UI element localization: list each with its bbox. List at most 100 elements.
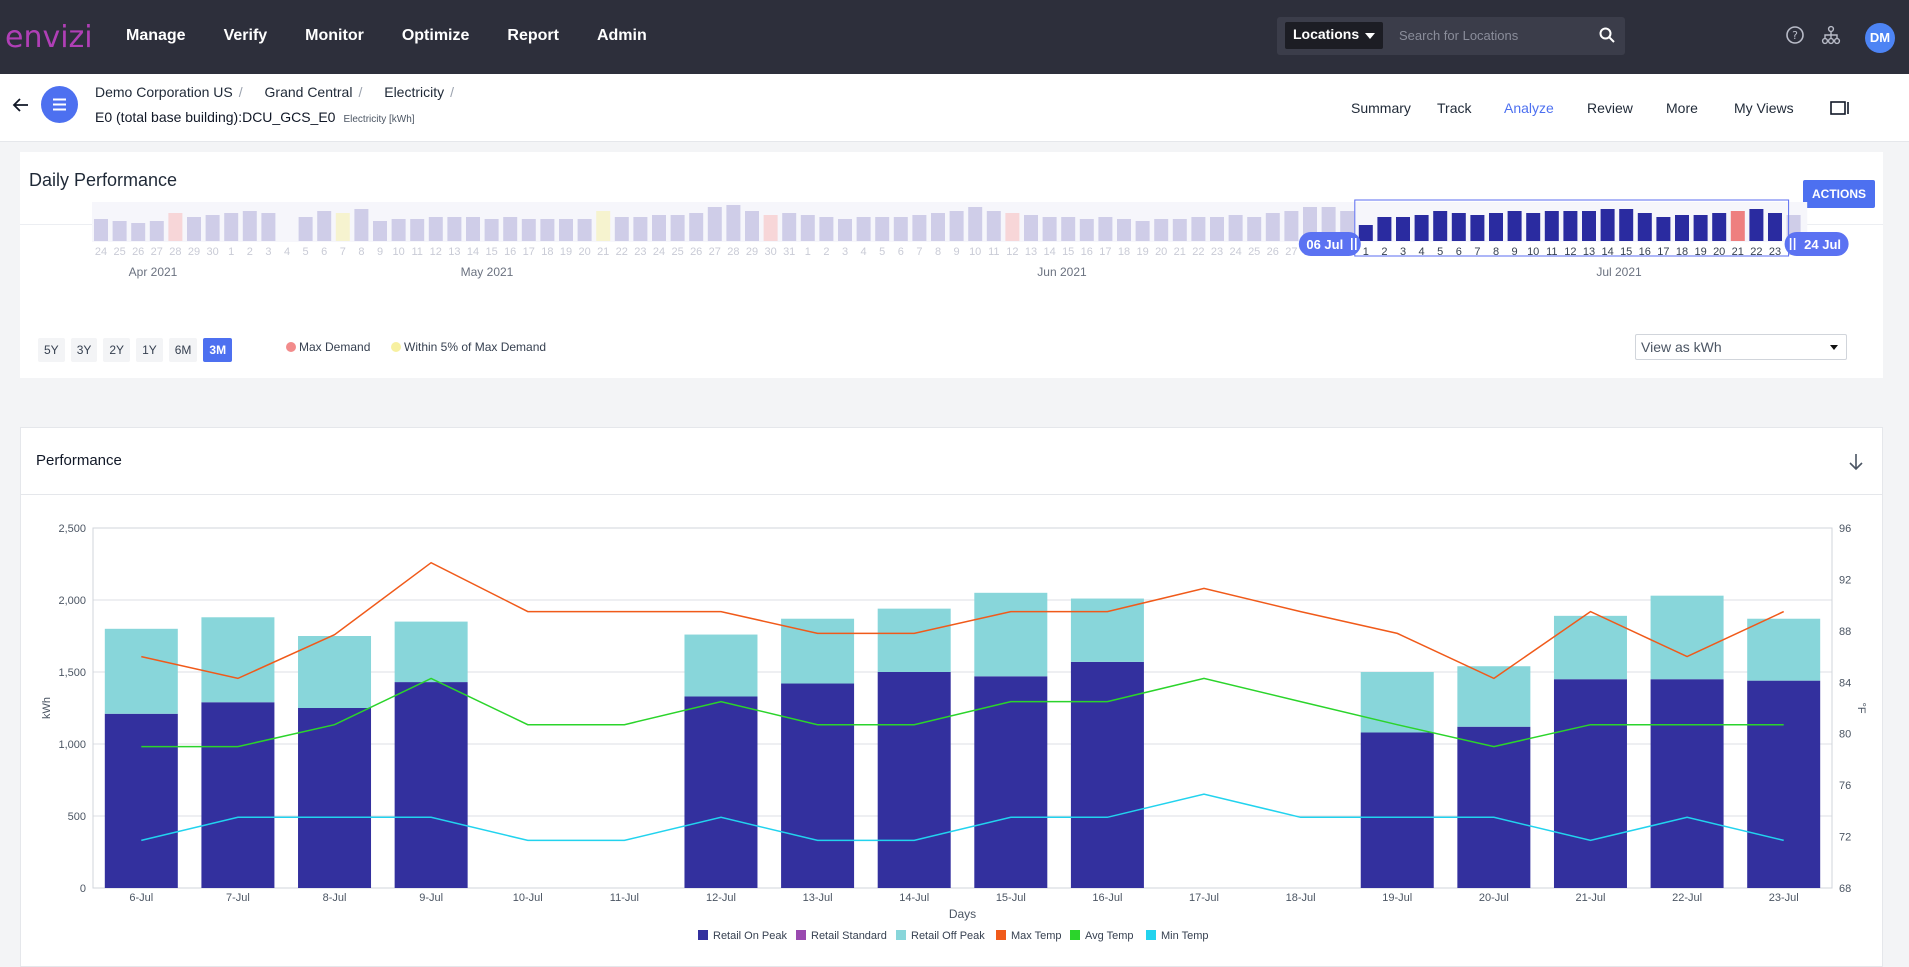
x-tick-label: 17-Jul	[1189, 892, 1219, 904]
tab-track[interactable]: Track	[1437, 100, 1472, 116]
legend-within-5: Within 5% of Max Demand	[391, 340, 546, 354]
navigator-day-label: 18	[1118, 246, 1130, 258]
navigator-bar	[819, 217, 834, 241]
y2-tick-label: 92	[1839, 574, 1851, 586]
navigator-day-label: 22	[1750, 246, 1762, 258]
breadcrumb-site[interactable]: Grand Central	[264, 84, 353, 100]
legend-label: Retail Off Peak	[911, 930, 985, 942]
navigator-day-label: 8	[358, 246, 364, 258]
navigator-bar	[447, 217, 462, 241]
navigator-day-label: 7	[1474, 246, 1480, 258]
range-1y-button[interactable]: 1Y	[136, 338, 163, 362]
navigator-day-label: 27	[709, 246, 721, 258]
menu-button[interactable]	[41, 86, 78, 123]
divider	[21, 494, 1882, 495]
bar-retail-off-peak	[1360, 672, 1434, 733]
navigator-bar	[1135, 221, 1150, 241]
navigator-day-label: 2	[823, 246, 829, 258]
navigator-bar	[1414, 215, 1429, 241]
navigator-bar	[931, 213, 945, 241]
navigator-day-label: 27	[1285, 246, 1297, 258]
navigator-bar	[1600, 209, 1615, 241]
range-3m-button[interactable]: 3M	[203, 338, 233, 362]
nav-monitor[interactable]: Monitor	[305, 27, 364, 44]
help-icon[interactable]: ?	[1785, 25, 1805, 45]
breadcrumb-type[interactable]: Electricity	[384, 84, 445, 100]
navigator-bar	[1061, 217, 1076, 241]
breadcrumb: Demo Corporation US / Grand Central / Elec…	[95, 84, 462, 100]
navigator-day-label: 8	[935, 246, 941, 258]
envizi-logo[interactable]: envizi	[5, 20, 93, 55]
navigator-day-label: 30	[764, 246, 776, 258]
navigator-day-label: 3	[265, 246, 271, 258]
navigator-bar	[1433, 211, 1448, 241]
arrow-down-icon[interactable]	[1848, 453, 1864, 471]
user-avatar[interactable]: DM	[1865, 23, 1895, 53]
nav-admin[interactable]: Admin	[596, 27, 647, 44]
navigator-bar	[298, 217, 313, 241]
navigator-day-label: 17	[1657, 246, 1669, 258]
navigator-day-label: 23	[634, 246, 646, 258]
y-axis-label: kWh	[41, 697, 53, 719]
navigator-bar	[1098, 217, 1113, 241]
bar-retail-on-peak	[684, 696, 758, 888]
navigator-bar	[335, 213, 350, 241]
navigator-day-label: 22	[1192, 246, 1204, 258]
bar-retail-on-peak	[1070, 661, 1144, 888]
y2-tick-label: 76	[1839, 780, 1851, 792]
navigator-day-label: 16	[504, 246, 516, 258]
navigator-bar	[1637, 213, 1652, 241]
nav-optimize[interactable]: Optimize	[401, 27, 470, 44]
hierarchy-icon[interactable]	[1821, 25, 1841, 45]
panel-toggle-icon[interactable]	[1830, 101, 1850, 115]
bar-retail-off-peak	[394, 621, 468, 683]
view-as-select[interactable]: View as kWh	[1635, 334, 1847, 360]
navigator-day-label: 24	[653, 246, 665, 258]
nav-manage[interactable]: Manage	[126, 27, 186, 44]
tab-more[interactable]: More	[1666, 100, 1698, 116]
tab-my-views[interactable]: My Views	[1734, 100, 1794, 116]
date-range-navigator[interactable]: 24 25 26 27 28 29 30 1 2 3 4 5 6 7 8 9 10 11 12 13 14 15 16 17 1…	[20, 152, 1883, 332]
x-tick-label: 7-Jul	[226, 892, 250, 904]
navigator-day-label: 15	[1062, 246, 1074, 258]
navigator-day-label: 1	[805, 246, 811, 258]
navigator-bar	[707, 207, 722, 241]
location-header: Demo Corporation US / Grand Central / Elec…	[0, 74, 1909, 142]
navigator-bar	[149, 221, 164, 241]
tab-summary[interactable]: Summary	[1351, 100, 1411, 116]
tab-analyze[interactable]: Analyze	[1504, 100, 1554, 116]
back-arrow-icon[interactable]	[12, 97, 30, 113]
actions-button[interactable]: ACTIONS	[1803, 180, 1875, 208]
legend-label: Avg Temp	[1085, 930, 1134, 942]
max-demand-swatch	[286, 342, 296, 352]
range-5y-button[interactable]: 5Y	[38, 338, 65, 362]
navigator-month-label: Jun 2021	[1037, 265, 1087, 279]
nav-verify[interactable]: Verify	[223, 27, 268, 44]
range-6m-button[interactable]: 6M	[168, 338, 198, 362]
navigator-day-label: 28	[169, 246, 181, 258]
chevron-down-icon	[1365, 33, 1375, 39]
x-tick-label: 13-Jul	[803, 892, 833, 904]
range-3y-button[interactable]: 3Y	[70, 338, 98, 362]
range-2y-button[interactable]: 2Y	[103, 338, 131, 362]
tab-review[interactable]: Review	[1587, 100, 1633, 116]
performance-chart: 0 500 1,000 1,500 2,000 2,500 68 72 76 80 84 88 92 96…	[41, 523, 1867, 942]
daily-performance-panel: Daily Performance ACTIONS 24 25 26 27 28 29 30…	[20, 152, 1883, 378]
navigator-bar	[1619, 209, 1634, 241]
navigator-day-label: 9	[377, 246, 383, 258]
search-scope-select[interactable]: Locations	[1285, 22, 1383, 49]
navigator-day-label: 15	[1620, 246, 1632, 258]
breadcrumb-org[interactable]: Demo Corporation US	[95, 84, 233, 100]
navigator-bar	[1042, 217, 1057, 241]
navigator-bar	[112, 221, 127, 241]
navigator-bar	[800, 215, 815, 241]
navigator-bar	[1228, 215, 1243, 241]
navigator-day-label: 11	[1546, 246, 1557, 258]
search-icon[interactable]	[1599, 27, 1615, 43]
legend-swatch	[1070, 930, 1080, 940]
navigator-bar	[224, 213, 239, 241]
navigator-day-label: 11	[411, 246, 422, 258]
navigator-bar	[521, 219, 536, 241]
nav-report[interactable]: Report	[507, 27, 559, 44]
search-input[interactable]: Search for Locations	[1399, 28, 1519, 43]
